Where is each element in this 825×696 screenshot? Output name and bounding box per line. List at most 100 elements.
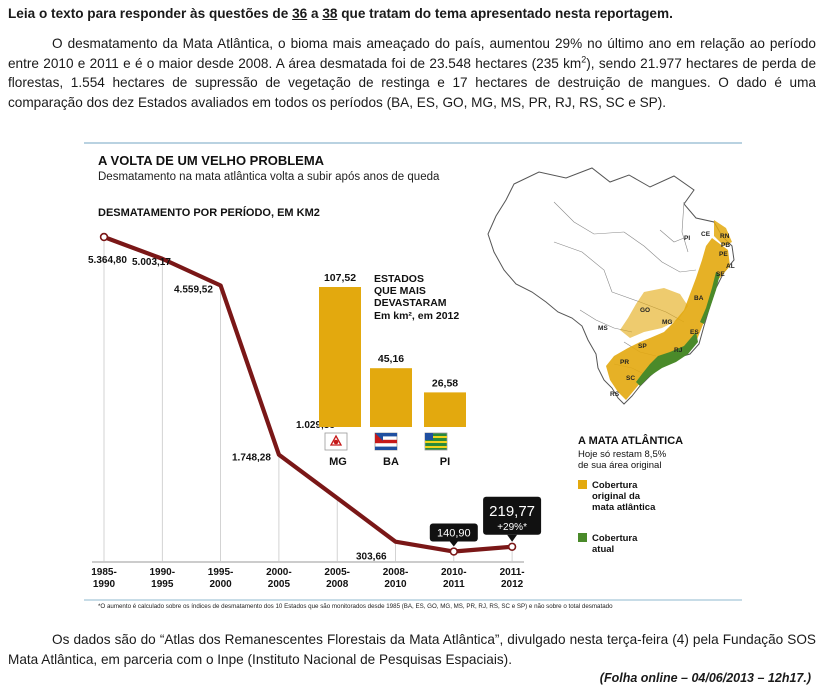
- point-marker-0: [99, 232, 109, 242]
- x-tick-label-5-line-1: 2008-: [383, 567, 409, 578]
- infographic-title: A VOLTA DE UM VELHO PROBLEMA: [98, 153, 325, 168]
- state-label-ce: CE: [701, 231, 711, 238]
- x-tick-label-4-line-2: 2008: [326, 579, 349, 590]
- bar-title-line-3: DEVASTARAM: [374, 297, 447, 309]
- x-tick-label-4-line-1: 2005-: [324, 567, 350, 578]
- brazil-map: PI CE RN PB PE AL SE BA GO MG MS SP RJ P…: [487, 167, 735, 405]
- flag-pi-icon: [424, 432, 448, 451]
- legend-swatch-original: [578, 480, 587, 489]
- bar-category-label-0: MG: [329, 456, 347, 468]
- bar-category-label-2: PI: [440, 456, 450, 468]
- article-paragraph-1: O desmatamento da Mata Atlântica, o biom…: [8, 34, 816, 112]
- callout-pointer-6: [449, 541, 458, 547]
- x-tick-label-2: 1995-2000: [208, 567, 234, 590]
- x-tick-label-2-line-1: 1995-: [208, 567, 234, 578]
- original-forest-cover: [606, 238, 730, 400]
- x-tick-label-7: 2011-2012: [500, 567, 525, 590]
- value-label-6: 140,90: [437, 528, 471, 540]
- callout-box-7: [483, 496, 542, 535]
- instruction-middle: a: [307, 6, 323, 21]
- bar-value-label-0: 107,52: [324, 272, 356, 284]
- bar-title-line-1: ESTADOS: [374, 273, 424, 285]
- x-tick-label-1: 1990-1995: [150, 567, 176, 590]
- state-label-ba: BA: [694, 295, 704, 302]
- state-label-rj: RJ: [674, 347, 683, 354]
- original-forest-cover-ne: [714, 220, 732, 246]
- legend-original-line-2: original da: [592, 491, 641, 502]
- original-forest-cover-inland: [620, 288, 688, 338]
- x-tick-label-6-line-1: 2010-: [441, 567, 467, 578]
- x-tick-label-7-line-1: 2011-: [500, 567, 525, 578]
- state-label-rs: RS: [610, 391, 620, 398]
- bar-title-line-4: Em km², em 2012: [374, 310, 459, 322]
- value-label-7: 219,77: [489, 503, 535, 520]
- infographic-subtitle: Desmatamento na mata atlântica volta a s…: [98, 171, 440, 183]
- line-chart: 5.364,80 5.003,17 4.559,52 1.748,28 1.029,38…: [88, 232, 542, 590]
- bar-mg: [319, 287, 361, 427]
- legend-original-line-1: Cobertura: [592, 480, 638, 491]
- state-label-mg: MG: [662, 319, 672, 326]
- state-label-pe: PE: [719, 251, 728, 258]
- deforestation-line: [101, 234, 515, 554]
- x-tick-label-3: 2000-2005: [266, 567, 292, 590]
- instruction-prefix: Leia o texto para responder às questões …: [8, 6, 293, 21]
- legend-original-line-3: mata atlântica: [592, 502, 656, 513]
- question-end: 38: [322, 6, 338, 21]
- bar-pi: [424, 392, 466, 427]
- paragraph1-part1: O desmatamento da Mata Atlântica, o biom…: [8, 36, 816, 71]
- state-label-al: AL: [726, 263, 735, 270]
- line-chart-title: DESMATAMENTO POR PERÍODO, EM KM2: [98, 206, 320, 219]
- infographic: A VOLTA DE UM VELHO PROBLEMA Desmatament…: [84, 142, 742, 618]
- x-tick-label-0: 1985-1990: [91, 567, 117, 590]
- x-tick-label-2-line-2: 2000: [209, 579, 232, 590]
- article-paragraph-2: Os dados são do “Atlas dos Remanescentes…: [8, 632, 816, 667]
- bar-category-label-1: BA: [383, 456, 399, 468]
- point-marker-7: [507, 542, 517, 551]
- x-tick-label-1-line-2: 1995: [151, 579, 174, 590]
- value-label-3: 1.748,28: [232, 453, 271, 464]
- state-label-sc: SC: [626, 375, 635, 382]
- x-tick-label-3-line-2: 2005: [268, 579, 291, 590]
- callout-box-6: [429, 523, 478, 542]
- map-note-line-1: Hoje só restam 8,5%: [578, 449, 667, 460]
- state-label-go: GO: [640, 307, 650, 314]
- question-start: 36: [292, 6, 308, 21]
- current-forest-cover: [636, 332, 698, 386]
- state-label-rn: RN: [720, 233, 730, 240]
- state-labels: PI CE RN PB PE AL SE BA GO MG MS SP RJ P…: [598, 231, 735, 398]
- x-tick-label-6: 2010-2011: [441, 567, 467, 590]
- state-label-pb: PB: [721, 242, 730, 249]
- value-label-0: 5.364,80: [88, 255, 127, 266]
- instruction-suffix: que tratam do tema apresentado nesta rep…: [337, 6, 673, 21]
- bar-ba: [370, 368, 412, 427]
- value-label-1: 5.003,17: [132, 257, 171, 268]
- value-label-5: 303,66: [356, 552, 387, 563]
- point-marker-6: [449, 547, 458, 556]
- infographic-svg: A VOLTA DE UM VELHO PROBLEMA Desmatament…: [84, 142, 742, 610]
- bar-value-label-1: 45,16: [378, 353, 404, 365]
- source-citation: (Folha online – 04/06/2013 – 12h17.): [599, 671, 811, 685]
- value-label-2: 4.559,52: [174, 284, 213, 295]
- state-label-ms: MS: [598, 325, 608, 332]
- callout-pointer-7: [507, 534, 518, 542]
- superscript-2: 2: [581, 53, 587, 64]
- bar-title-line-2: QUE MAIS: [374, 285, 426, 297]
- legend-current-line-1: Cobertura: [592, 533, 638, 544]
- x-tick-label-3-line-1: 2000-: [266, 567, 292, 578]
- x-tick-label-4: 2005-2008: [324, 567, 350, 590]
- x-tick-label-1-line-1: 1990-: [150, 567, 176, 578]
- state-label-pi: PI: [684, 235, 690, 242]
- current-forest-cover-2: [700, 272, 720, 324]
- x-tick-label-5: 2008-2010: [383, 567, 409, 590]
- x-tick-label-6-line-2: 2011: [443, 579, 465, 590]
- value-label-4: 1.029,38: [296, 420, 335, 431]
- x-tick-label-5-line-2: 2010: [384, 579, 407, 590]
- state-label-se: SE: [716, 271, 725, 278]
- increase-label: +29%*: [497, 522, 527, 533]
- legend-current-line-2: atual: [592, 544, 614, 555]
- flag-mg-icon: [324, 432, 348, 451]
- x-tick-label-0-line-1: 1985-: [91, 567, 117, 578]
- state-label-sp: SP: [638, 343, 647, 350]
- map-note-line-2: de sua área original: [578, 460, 661, 471]
- infographic-footnote: *O aumento é calculado sobre os índices …: [98, 603, 613, 610]
